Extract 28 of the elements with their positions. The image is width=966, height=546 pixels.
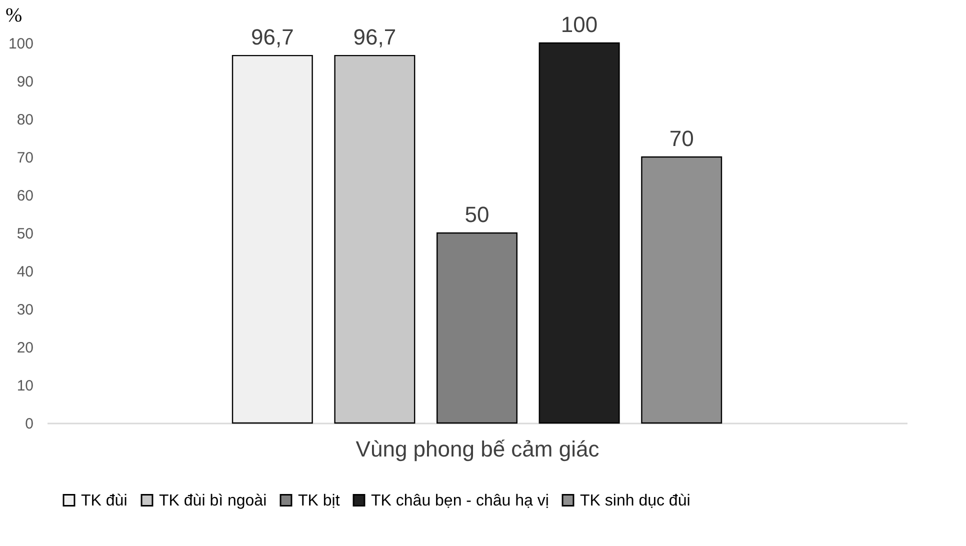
legend-label: TK đùi bì ngoài	[159, 492, 267, 510]
data-label: 50	[464, 202, 490, 227]
y-tick-label: 80	[16, 112, 34, 128]
bar	[641, 156, 722, 424]
y-tick-label: 20	[16, 340, 34, 356]
y-tick-label: 60	[16, 188, 34, 204]
legend-label: TK bịt	[298, 492, 340, 510]
y-tick-label: 40	[16, 264, 34, 280]
bar	[538, 42, 620, 424]
y-tick-label: 30	[16, 302, 34, 318]
data-label: 96,7	[251, 24, 294, 50]
bar	[232, 54, 313, 424]
y-tick-label: 70	[16, 150, 34, 166]
y-tick-label: 50	[16, 226, 34, 242]
legend-label: TK sinh dục đùi	[580, 492, 690, 510]
legend-label: TK châu bẹn - châu hạ vị	[371, 492, 549, 510]
data-label: 100	[560, 12, 598, 37]
bar	[334, 54, 416, 424]
data-label: 96,7	[353, 24, 396, 50]
y-tick-label: 0	[25, 416, 34, 432]
y-axis-title: %	[6, 4, 22, 26]
x-axis-title: Vùng phong bế cảm giác	[356, 436, 600, 462]
bar	[436, 232, 518, 424]
data-label: 70	[669, 126, 694, 151]
y-tick-label: 90	[16, 74, 34, 90]
y-tick-label: 100	[8, 36, 34, 52]
legend-label: TK đùi	[81, 492, 128, 510]
y-tick-label: 10	[16, 378, 34, 394]
